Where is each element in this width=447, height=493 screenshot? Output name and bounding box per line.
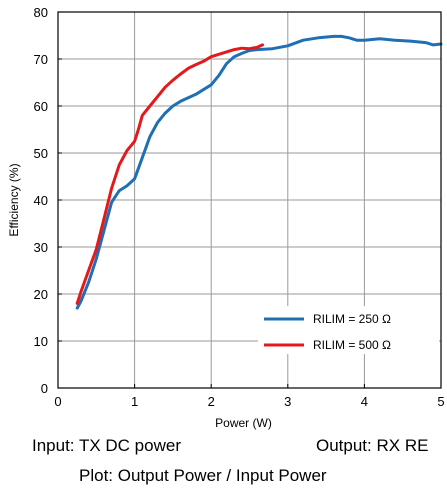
y-tick-label: 40	[34, 193, 48, 208]
caption-plot: Plot: Output Power / Input Power	[79, 466, 327, 485]
y-tick-label: 0	[41, 381, 48, 396]
legend-label-2: RILIM = 500 Ω	[313, 338, 391, 352]
x-tick-label: 3	[284, 394, 291, 409]
legend-label-1: RILIM = 250 Ω	[313, 312, 391, 326]
y-tick-label: 30	[34, 240, 48, 255]
y-tick-label: 20	[34, 287, 48, 302]
x-tick-label: 4	[361, 394, 368, 409]
y-tick-label: 70	[34, 52, 48, 67]
x-tick-label: 0	[54, 394, 61, 409]
grid-lines	[58, 12, 441, 388]
caption-output: Output: RX RE	[316, 436, 429, 455]
x-tick-label: 5	[437, 394, 444, 409]
caption-input: Input: TX DC power	[32, 436, 181, 455]
y-tick-label: 80	[34, 5, 48, 20]
y-axis-label: Efficiency (%)	[7, 163, 21, 236]
legend: RILIM = 250 Ω RILIM = 500 Ω	[264, 312, 391, 352]
series-line-2	[75, 43, 264, 305]
y-tick-label: 10	[34, 334, 48, 349]
x-tick-label: 1	[131, 394, 138, 409]
series-line-1	[75, 34, 443, 310]
y-tick-label: 50	[34, 146, 48, 161]
x-tick-label: 2	[208, 394, 215, 409]
series-lines	[75, 34, 443, 310]
y-tick-label: 60	[34, 99, 48, 114]
x-axis-label: Power (W)	[215, 416, 272, 430]
